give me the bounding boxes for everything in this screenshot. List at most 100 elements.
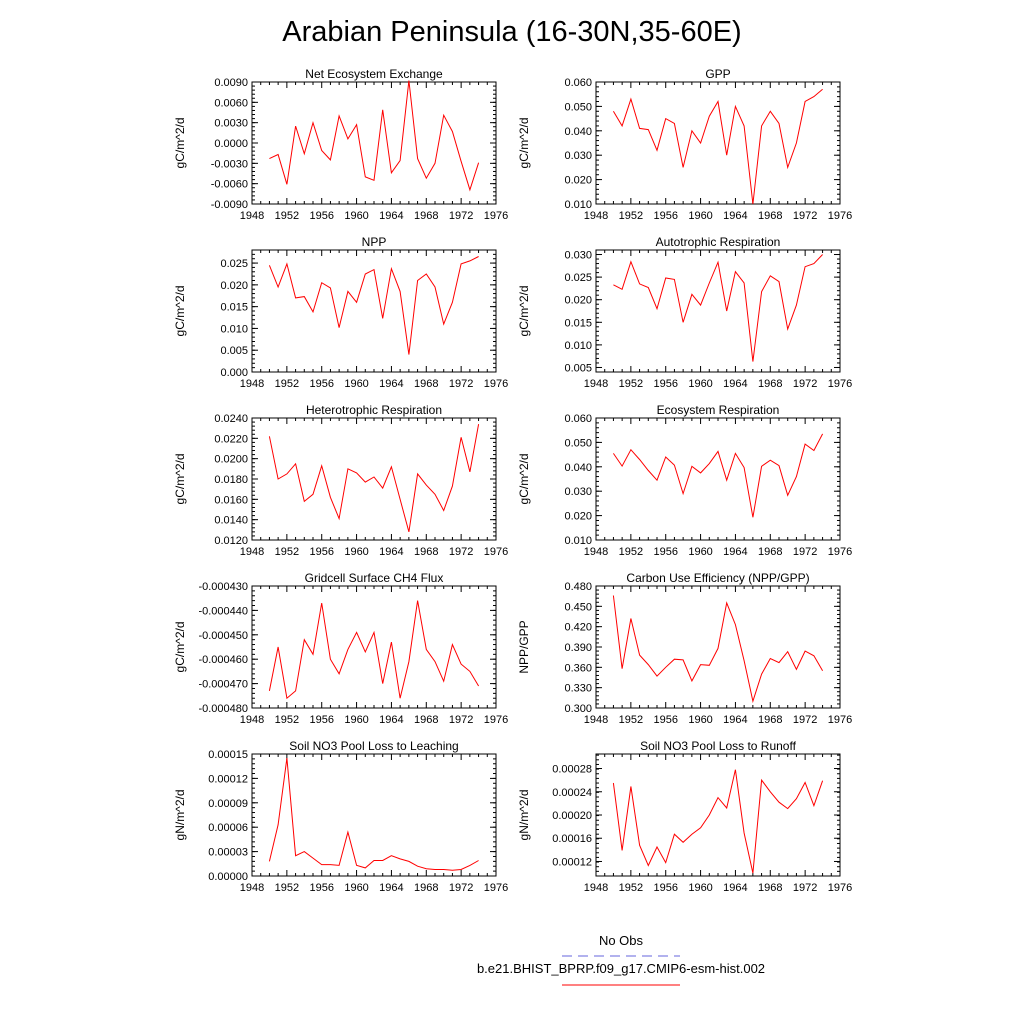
x-tick-label: 1964: [379, 546, 403, 558]
y-tick-label: -0.0030: [211, 158, 248, 170]
y-tick-label: 0.0240: [214, 413, 248, 425]
x-tick-label: 1956: [653, 546, 677, 558]
y-tick-label: 0.000: [220, 367, 248, 379]
y-axis-label: gN/m^2/d: [517, 790, 531, 841]
y-tick-label: 0.0220: [214, 433, 248, 445]
x-tick-label: 1948: [584, 714, 608, 726]
x-tick-label: 1972: [793, 714, 817, 726]
x-tick-label: 1952: [275, 882, 299, 894]
plot-frame: [595, 249, 841, 373]
x-tick-label: 1972: [793, 210, 817, 222]
y-tick-label: 0.0000: [214, 138, 248, 150]
y-tick-label: 0.0160: [214, 494, 248, 506]
x-tick-label: 1952: [619, 378, 643, 390]
x-tick-label: 1960: [688, 378, 712, 390]
y-tick-label: 0.030: [564, 150, 592, 162]
panel-title: Net Ecosystem Exchange: [305, 67, 443, 81]
x-tick-label: 1968: [414, 882, 438, 894]
y-tick-label: -0.000470: [198, 679, 248, 691]
legend-model-label: b.e21.BHIST_BPRP.f09_g17.CMIP6-esm-hist.…: [477, 961, 765, 976]
y-tick-label: 0.00015: [208, 749, 248, 761]
x-tick-label: 1976: [484, 546, 508, 558]
plot-frame: [251, 417, 497, 541]
x-tick-label: 1976: [484, 210, 508, 222]
y-axis-label: gC/m^2/d: [173, 454, 187, 505]
y-tick-label: 0.0140: [214, 515, 248, 527]
y-tick-label: 0.030: [564, 486, 592, 498]
x-tick-label: 1956: [653, 210, 677, 222]
panel-9: Soil NO3 Pool Loss to Leaching 1948 1952 19…: [173, 739, 508, 894]
series-line: [268, 600, 480, 700]
y-tick-label: 0.015: [564, 317, 592, 329]
y-tick-label: 0.060: [564, 413, 592, 425]
y-axis-label: gC/m^2/d: [173, 286, 187, 337]
x-tick-label: 1964: [723, 882, 747, 894]
x-tick-label: 1972: [449, 210, 473, 222]
x-tick-label: 1948: [584, 882, 608, 894]
x-tick-label: 1952: [619, 210, 643, 222]
x-tick-label: 1952: [275, 378, 299, 390]
x-tick-label: 1956: [309, 210, 333, 222]
y-tick-label: 0.330: [564, 683, 592, 695]
series-line: [268, 424, 480, 533]
y-tick-label: 0.040: [564, 462, 592, 474]
y-tick-label: 0.025: [564, 272, 592, 284]
y-tick-label: 0.020: [564, 295, 592, 307]
panel-title: Autotrophic Respiration: [656, 235, 781, 249]
series-line: [269, 80, 480, 192]
y-tick-label: 0.00006: [208, 822, 248, 834]
y-axis-label: gC/m^2/d: [173, 118, 187, 169]
y-tick-label: -0.000440: [198, 605, 248, 617]
y-tick-label: 0.010: [220, 323, 248, 335]
x-tick-label: 1968: [758, 546, 782, 558]
x-tick-label: 1952: [619, 546, 643, 558]
x-tick-label: 1976: [484, 378, 508, 390]
x-tick-label: 1948: [240, 210, 264, 222]
plot-frame: [251, 249, 497, 373]
x-tick-label: 1960: [344, 378, 368, 390]
x-tick-label: 1976: [828, 714, 852, 726]
y-tick-label: 0.00024: [552, 787, 592, 799]
y-tick-label: 0.360: [564, 662, 592, 674]
series-line: [612, 88, 823, 205]
y-tick-label: 0.020: [564, 175, 592, 187]
x-tick-label: 1968: [758, 378, 782, 390]
x-tick-label: 1952: [275, 714, 299, 726]
panels-grid: Net Ecosystem Exchange 1948 1952 1956 1960 19…: [173, 67, 852, 894]
y-tick-label: 0.0180: [214, 474, 248, 486]
x-tick-label: 1948: [240, 546, 264, 558]
x-tick-label: 1948: [584, 210, 608, 222]
x-tick-label: 1968: [414, 546, 438, 558]
x-tick-label: 1956: [309, 378, 333, 390]
x-tick-label: 1956: [653, 714, 677, 726]
x-tick-label: 1976: [484, 882, 508, 894]
y-tick-label: 0.015: [220, 302, 248, 314]
x-tick-label: 1976: [828, 882, 852, 894]
y-tick-label: 0.060: [564, 77, 592, 89]
x-tick-label: 1968: [758, 714, 782, 726]
panel-3: NPP 1948 1952 1956 1960 1964 1968 1972 1976 0.000…: [173, 235, 508, 390]
y-tick-label: 0.480: [564, 581, 592, 593]
y-tick-label: 0.005: [564, 362, 592, 374]
y-axis-label: gC/m^2/d: [173, 622, 187, 673]
y-tick-label: 0.00016: [552, 833, 592, 845]
series-line: [612, 595, 824, 704]
x-tick-label: 1964: [379, 210, 403, 222]
x-tick-label: 1960: [688, 882, 712, 894]
y-tick-label: -0.000480: [198, 703, 248, 715]
y-tick-label: 0.300: [564, 703, 592, 715]
panel-title: Soil NO3 Pool Loss to Runoff: [640, 739, 797, 753]
panel-title: NPP: [362, 235, 387, 249]
x-tick-label: 1956: [653, 882, 677, 894]
x-tick-label: 1964: [723, 714, 747, 726]
x-tick-label: 1976: [828, 210, 852, 222]
x-tick-label: 1956: [309, 714, 333, 726]
panel-5: Heterotrophic Respiration 1948 1952 1956 196…: [173, 403, 508, 558]
y-tick-label: -0.000460: [198, 654, 248, 666]
y-axis-label: gC/m^2/d: [517, 454, 531, 505]
x-tick-label: 1952: [619, 714, 643, 726]
panel-title: Soil NO3 Pool Loss to Leaching: [289, 739, 458, 753]
x-tick-label: 1960: [344, 882, 368, 894]
x-tick-label: 1976: [484, 714, 508, 726]
y-axis-label: gC/m^2/d: [517, 118, 531, 169]
